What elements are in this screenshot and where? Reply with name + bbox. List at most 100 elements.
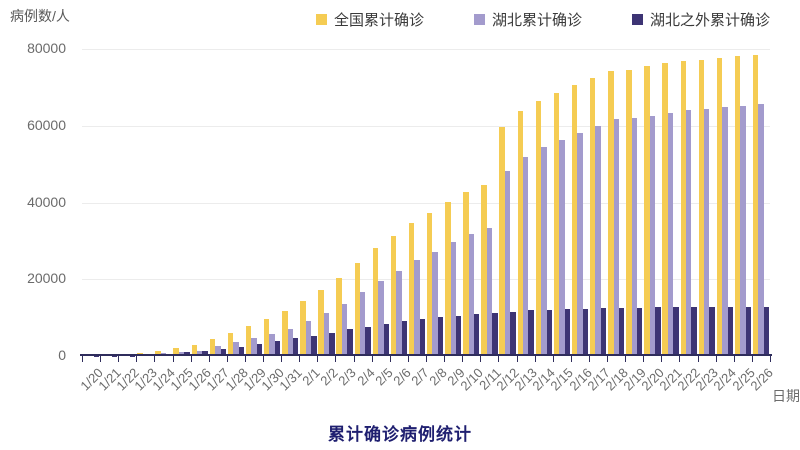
bar-outside_hubei <box>510 311 516 356</box>
legend-label-hubei: 湖北累计确诊 <box>492 12 583 29</box>
bars-container <box>82 49 770 356</box>
bar-outside_hubei <box>419 319 426 356</box>
bar-outside_hubei <box>492 312 498 356</box>
bar-national <box>752 54 759 356</box>
bar-outside_hubei <box>655 306 661 356</box>
bar-group <box>263 49 281 356</box>
x-axis-tick <box>715 356 717 362</box>
x-axis-tick <box>643 356 645 362</box>
bar-national <box>734 56 741 356</box>
x-axis-tick <box>498 356 500 362</box>
bar-national <box>644 66 650 356</box>
bar-national <box>680 60 686 356</box>
legend-label-national: 全国累计确诊 <box>334 12 425 29</box>
bar-outside_hubei <box>637 307 643 356</box>
x-axis-title: 日期 <box>772 388 800 404</box>
bar-outside_hubei <box>600 308 607 356</box>
bar-group <box>336 49 354 356</box>
bar-hubei <box>432 252 438 356</box>
bar-national <box>209 338 216 356</box>
bar-national <box>427 213 433 356</box>
bar-group <box>118 49 136 356</box>
legend-item-outside-hubei: 湖北之外累计确诊 <box>632 9 770 30</box>
bar-group <box>354 49 372 356</box>
bar-hubei <box>595 125 601 356</box>
y-tick-label: 20000 <box>27 270 66 287</box>
x-axis-tick <box>570 356 572 362</box>
bar-national <box>481 184 487 356</box>
bar-group <box>299 49 317 356</box>
bar-outside_hubei <box>202 350 208 356</box>
x-axis-tick <box>625 356 627 362</box>
bar-group <box>734 49 752 356</box>
x-axis-tick <box>697 356 699 362</box>
bar-outside_hubei <box>673 306 679 356</box>
bar-national <box>608 71 614 356</box>
bar-national <box>245 326 252 356</box>
bar-outside_hubei <box>528 310 534 356</box>
bar-group <box>499 49 517 356</box>
bar-national <box>716 58 723 356</box>
bar-group <box>154 49 172 356</box>
bar-hubei <box>704 109 710 356</box>
bar-national <box>336 277 342 356</box>
x-axis-tick <box>534 356 536 362</box>
legend-item-national: 全国累计确诊 <box>316 9 424 30</box>
bar-national <box>372 248 379 356</box>
legend-label-outside-hubei: 湖北之外累计确诊 <box>650 12 771 29</box>
legend-swatch-national-icon <box>316 14 327 25</box>
bar-national <box>390 236 397 356</box>
x-axis-tick <box>226 356 228 362</box>
bar-outside_hubei <box>274 341 281 356</box>
bar-hubei <box>685 110 692 356</box>
bar-hubei <box>323 313 330 356</box>
x-axis-tick <box>299 356 301 362</box>
bar-group <box>643 49 661 356</box>
x-axis-tick <box>118 356 120 362</box>
bar-group <box>390 49 408 356</box>
bar-outside_hubei <box>582 308 589 356</box>
bar-national <box>155 351 161 356</box>
bar-hubei <box>414 260 420 356</box>
y-tick-label: 0 <box>58 347 66 363</box>
bar-group <box>589 49 607 356</box>
x-axis-tick <box>335 356 337 362</box>
bar-group <box>462 49 480 356</box>
bar-hubei <box>178 351 185 356</box>
x-axis-tick <box>136 356 138 362</box>
bar-hubei <box>197 350 203 356</box>
bar-outside_hubei <box>474 314 480 356</box>
bar-outside_hubei <box>311 335 317 356</box>
bar-national <box>698 59 705 356</box>
bar-hubei <box>215 345 221 356</box>
bar-group <box>553 49 571 356</box>
x-axis-tick <box>389 356 391 362</box>
x-axis-tick <box>154 356 156 362</box>
bar-group <box>227 49 245 356</box>
bar-group <box>625 49 643 356</box>
bar-national <box>318 289 324 356</box>
bar-group <box>571 49 589 356</box>
bar-group <box>444 49 462 356</box>
bar-national <box>282 310 288 356</box>
bar-outside_hubei <box>564 309 571 356</box>
bar-national <box>553 93 560 356</box>
bar-hubei <box>504 171 511 356</box>
bar-outside_hubei <box>455 315 462 356</box>
x-axis-tick <box>679 356 681 362</box>
bar-hubei <box>378 280 384 356</box>
x-axis-tick <box>480 356 482 362</box>
x-axis-tick <box>607 356 609 362</box>
bar-group <box>82 49 100 356</box>
bar-hubei <box>577 132 583 356</box>
bar-hubei <box>287 328 293 356</box>
legend: 全国累计确诊 湖北累计确诊 湖北之外累计确诊 <box>316 9 770 30</box>
gridline <box>82 49 770 50</box>
x-axis-tick <box>751 356 753 362</box>
x-axis-tick <box>172 356 174 362</box>
x-axis-tick <box>552 356 554 362</box>
bar-national <box>173 348 179 356</box>
chart-title: 累计确诊病例统计 <box>328 425 472 444</box>
y-tick-label: 60000 <box>27 116 66 133</box>
